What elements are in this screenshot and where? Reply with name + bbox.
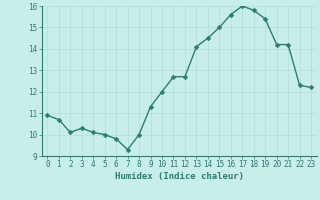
X-axis label: Humidex (Indice chaleur): Humidex (Indice chaleur) (115, 172, 244, 181)
